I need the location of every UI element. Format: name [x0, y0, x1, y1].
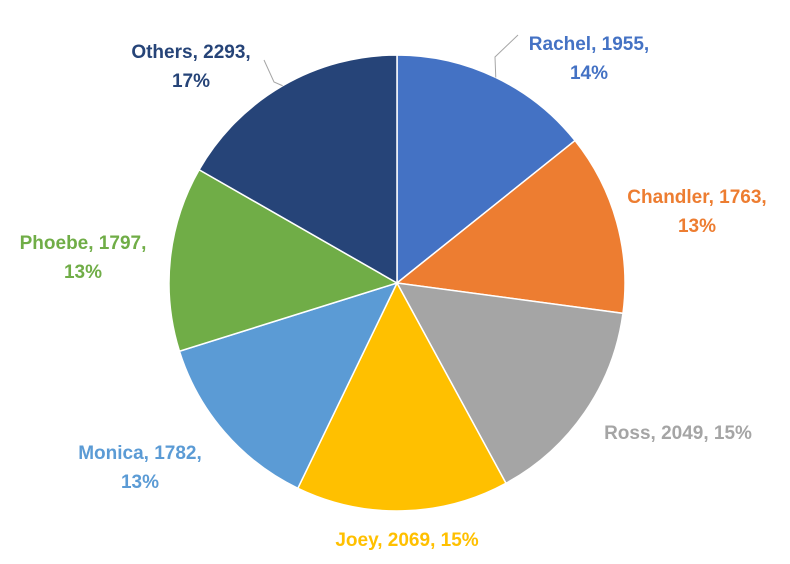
data-label-line: Rachel, 1955,	[529, 34, 649, 55]
data-label-line: Others, 2293,	[131, 42, 250, 63]
data-label-line: 13%	[678, 216, 716, 237]
data-label-line: 13%	[121, 472, 159, 493]
data-label-line: 14%	[570, 63, 608, 84]
data-label-line: 17%	[172, 71, 210, 92]
data-label-line: Ross, 2049, 15%	[604, 423, 752, 444]
data-label-phoebe: Phoebe, 1797, 13%	[20, 233, 147, 283]
pie-slice-chandler	[395, 139, 626, 315]
pie-slices	[168, 54, 626, 512]
data-label-line: Joey, 2069, 15%	[335, 530, 478, 551]
data-label-line: Phoebe, 1797,	[20, 233, 147, 254]
pie-slice-ross	[395, 282, 624, 485]
data-label-ross: Ross, 2049, 15%	[604, 423, 752, 444]
pie-slice-joey	[296, 281, 507, 512]
data-label-joey: Joey, 2069, 15%	[335, 530, 478, 551]
data-label-rachel: Rachel, 1955, 14%	[529, 34, 649, 84]
data-label-line: Monica, 1782,	[78, 443, 202, 464]
leader-line-others	[263, 59, 283, 87]
leader-line-rachel	[494, 34, 519, 78]
data-label-line: Chandler, 1763,	[627, 187, 766, 208]
label-leader-lines	[263, 34, 519, 87]
data-label-chandler: Chandler, 1763, 13%	[627, 187, 766, 237]
data-label-monica: Monica, 1782, 13%	[78, 443, 202, 493]
data-labels: Rachel, 1955, 14% Chandler, 1763, 13% Ross, …	[20, 34, 767, 551]
data-label-others: Others, 2293, 17%	[131, 42, 250, 92]
pie-slice-rachel	[396, 54, 577, 285]
pie-slice-phoebe	[168, 168, 399, 353]
data-label-line: 13%	[64, 262, 102, 283]
